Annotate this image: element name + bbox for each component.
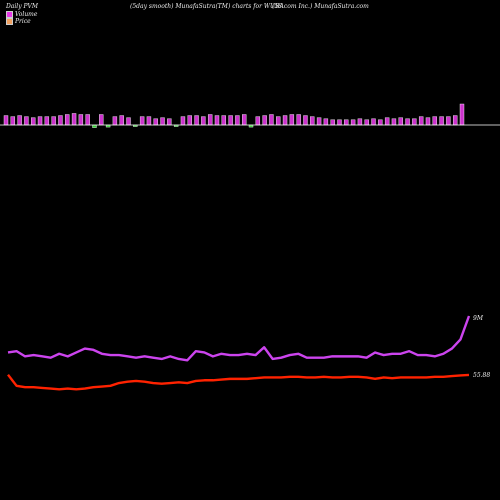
price-line [7, 373, 470, 391]
volume-bar [235, 115, 240, 126]
legend-label-volume: Volume [15, 11, 38, 18]
volume-bar [85, 114, 90, 126]
volume-bar [357, 118, 363, 126]
volume-bar [112, 116, 118, 126]
volume-bar [391, 118, 397, 126]
volume-bar [71, 113, 77, 126]
volume-bar [446, 116, 451, 126]
volume-bar [296, 114, 301, 126]
volume-bar [146, 116, 152, 126]
volume-bar [194, 115, 199, 126]
legend-item-volume: Volume [6, 11, 37, 18]
volume-bar [330, 119, 335, 126]
volume-bar [153, 118, 158, 126]
volume-bar [167, 118, 172, 126]
volume-bar [459, 103, 465, 126]
legend-swatch-price [6, 18, 13, 25]
volume-bar [17, 115, 22, 126]
volume-bar [228, 115, 233, 126]
volume-last-label: 9M [473, 315, 484, 322]
volume-bar [405, 118, 410, 126]
volume-bar [139, 116, 145, 126]
volume-bar [262, 115, 267, 126]
volume-bar [276, 116, 281, 126]
company-label: (58.com Inc.) MunafaSutra.com [272, 3, 369, 10]
legend-item-price: Price [6, 18, 31, 25]
volume-bar [44, 116, 50, 126]
volume-bar [378, 119, 383, 126]
volume-bar [344, 119, 349, 126]
volume-bar [255, 116, 261, 126]
volume-bar [10, 116, 16, 126]
volume-bar [242, 114, 247, 126]
legend-label-price: Price [15, 18, 31, 25]
volume-bar [289, 114, 295, 126]
volume-bar [24, 116, 29, 126]
volume-bar [99, 114, 104, 126]
volume-bar [282, 115, 288, 126]
volume-bar [398, 117, 403, 126]
volume-bar [65, 114, 70, 126]
volume-bar [187, 115, 192, 126]
volume-bar [180, 116, 186, 126]
volume-bar [126, 117, 131, 126]
volume-bar [58, 115, 63, 126]
legend-swatch-volume [6, 11, 13, 18]
volume-bar [425, 117, 431, 126]
volume-bar [384, 117, 390, 126]
volume-bar [37, 116, 43, 126]
volume-bar [310, 116, 315, 126]
volume-bar [323, 118, 329, 126]
volume-bar [78, 114, 84, 126]
chart-title: (5day smooth) MunafaSutra(TM) charts for… [130, 3, 284, 10]
volume-bar [432, 116, 437, 126]
volume-bar [119, 115, 124, 126]
volume-bar [364, 119, 369, 126]
volume-bar [412, 118, 417, 126]
volume-bar [418, 116, 424, 126]
volume-line [7, 315, 471, 362]
volume-bar [207, 114, 213, 126]
volume-bar [337, 119, 342, 126]
volume-bar [214, 115, 220, 126]
volume-bar [160, 117, 165, 126]
volume-bar [31, 117, 36, 126]
volume-bar [3, 115, 9, 126]
volume-bar [452, 115, 458, 126]
volume-bar [316, 117, 322, 126]
price-last-label: 55.88 [473, 372, 490, 379]
volume-bar [201, 116, 206, 126]
volume-bar [221, 115, 226, 126]
volume-bar [269, 114, 274, 126]
chart-type-label: Daily PVM [6, 3, 39, 10]
volume-bar [303, 115, 308, 126]
volume-bar [350, 119, 356, 126]
volume-bar [51, 116, 56, 126]
volume-bar [439, 116, 444, 126]
volume-bar [371, 118, 376, 126]
